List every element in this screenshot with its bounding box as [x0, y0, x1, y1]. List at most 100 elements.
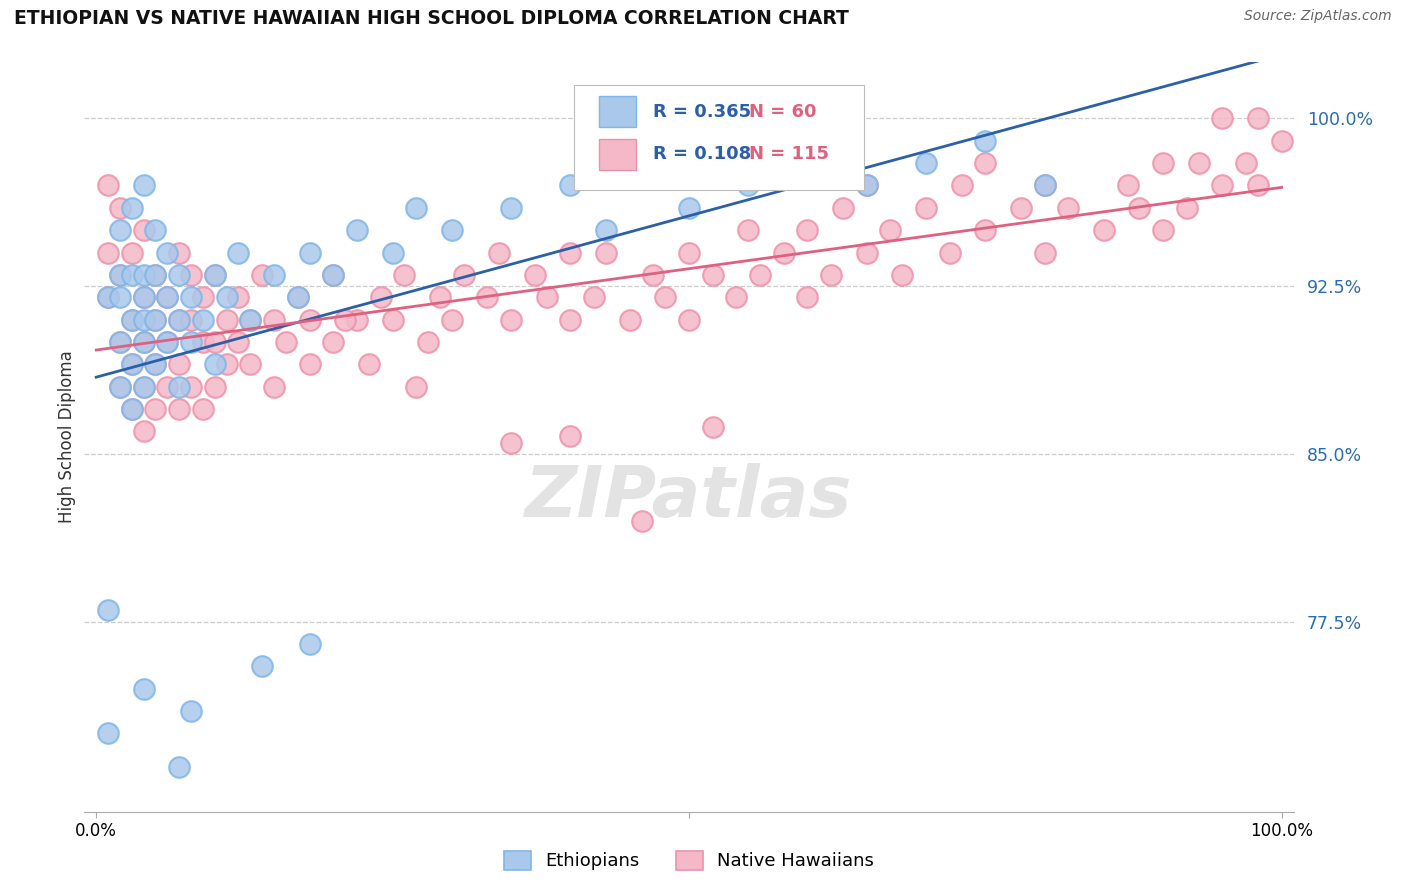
Point	[167, 380, 190, 394]
Point	[215, 312, 238, 326]
Point	[132, 312, 155, 326]
Point	[132, 681, 155, 696]
Point	[145, 268, 167, 282]
Point	[167, 402, 190, 417]
Point	[132, 425, 155, 439]
Point	[180, 704, 202, 718]
Point	[440, 312, 463, 326]
Point	[108, 380, 131, 394]
Point	[654, 290, 676, 304]
Point	[180, 290, 202, 304]
Point	[1092, 223, 1115, 237]
Text: ETHIOPIAN VS NATIVE HAWAIIAN HIGH SCHOOL DIPLOMA CORRELATION CHART: ETHIOPIAN VS NATIVE HAWAIIAN HIGH SCHOOL…	[14, 9, 849, 28]
Point	[855, 245, 877, 260]
Point	[560, 429, 582, 443]
Point	[97, 290, 120, 304]
Point	[1152, 223, 1174, 237]
Point	[429, 290, 451, 304]
Point	[132, 380, 155, 394]
Point	[322, 268, 344, 282]
Point	[145, 402, 167, 417]
Point	[132, 178, 155, 193]
Point	[796, 223, 818, 237]
Point	[145, 223, 167, 237]
Point	[132, 268, 155, 282]
Point	[405, 380, 427, 394]
Point	[167, 245, 190, 260]
Text: Source: ZipAtlas.com: Source: ZipAtlas.com	[1244, 9, 1392, 23]
Point	[180, 268, 202, 282]
Point	[595, 245, 617, 260]
FancyBboxPatch shape	[599, 96, 636, 128]
Point	[132, 334, 155, 349]
Point	[619, 312, 641, 326]
Point	[167, 760, 190, 774]
Point	[678, 201, 700, 215]
Point	[702, 268, 724, 282]
Point	[630, 514, 652, 528]
Point	[121, 268, 143, 282]
Text: N = 115: N = 115	[749, 145, 830, 163]
Point	[167, 268, 190, 282]
Point	[132, 290, 155, 304]
Legend: Ethiopians, Native Hawaiians: Ethiopians, Native Hawaiians	[496, 844, 882, 878]
Point	[298, 312, 321, 326]
FancyBboxPatch shape	[574, 85, 865, 190]
Point	[287, 290, 309, 304]
Point	[167, 312, 190, 326]
Point	[1211, 112, 1233, 126]
Point	[191, 312, 214, 326]
Point	[108, 223, 131, 237]
Point	[583, 290, 606, 304]
Point	[97, 603, 120, 617]
Text: N = 60: N = 60	[749, 103, 817, 121]
Point	[121, 312, 143, 326]
Point	[855, 178, 877, 193]
Point	[974, 223, 997, 237]
Text: R = 0.108: R = 0.108	[652, 145, 751, 163]
Point	[121, 358, 143, 372]
Point	[204, 334, 226, 349]
Point	[1175, 201, 1198, 215]
Point	[477, 290, 499, 304]
Point	[560, 245, 582, 260]
Point	[950, 178, 973, 193]
Point	[796, 156, 818, 170]
Point	[191, 290, 214, 304]
Point	[749, 268, 772, 282]
Point	[1247, 178, 1270, 193]
Point	[274, 334, 297, 349]
Point	[418, 334, 440, 349]
Point	[1057, 201, 1080, 215]
Point	[121, 312, 143, 326]
Point	[250, 268, 273, 282]
Point	[228, 334, 250, 349]
Text: ZIPatlas: ZIPatlas	[526, 463, 852, 532]
Point	[108, 290, 131, 304]
Point	[108, 380, 131, 394]
Point	[108, 334, 131, 349]
Point	[263, 380, 285, 394]
Point	[287, 290, 309, 304]
Point	[1247, 112, 1270, 126]
Point	[1271, 134, 1294, 148]
Point	[215, 290, 238, 304]
Point	[156, 290, 179, 304]
Point	[915, 201, 938, 215]
Point	[879, 223, 901, 237]
Point	[643, 268, 665, 282]
Point	[121, 402, 143, 417]
Point	[322, 334, 344, 349]
Point	[204, 380, 226, 394]
Point	[938, 245, 960, 260]
Point	[501, 201, 523, 215]
Point	[250, 659, 273, 673]
Point	[132, 380, 155, 394]
Point	[381, 245, 404, 260]
Point	[440, 223, 463, 237]
Point	[156, 290, 179, 304]
Point	[145, 268, 167, 282]
Point	[1128, 201, 1150, 215]
Point	[298, 358, 321, 372]
Point	[121, 358, 143, 372]
